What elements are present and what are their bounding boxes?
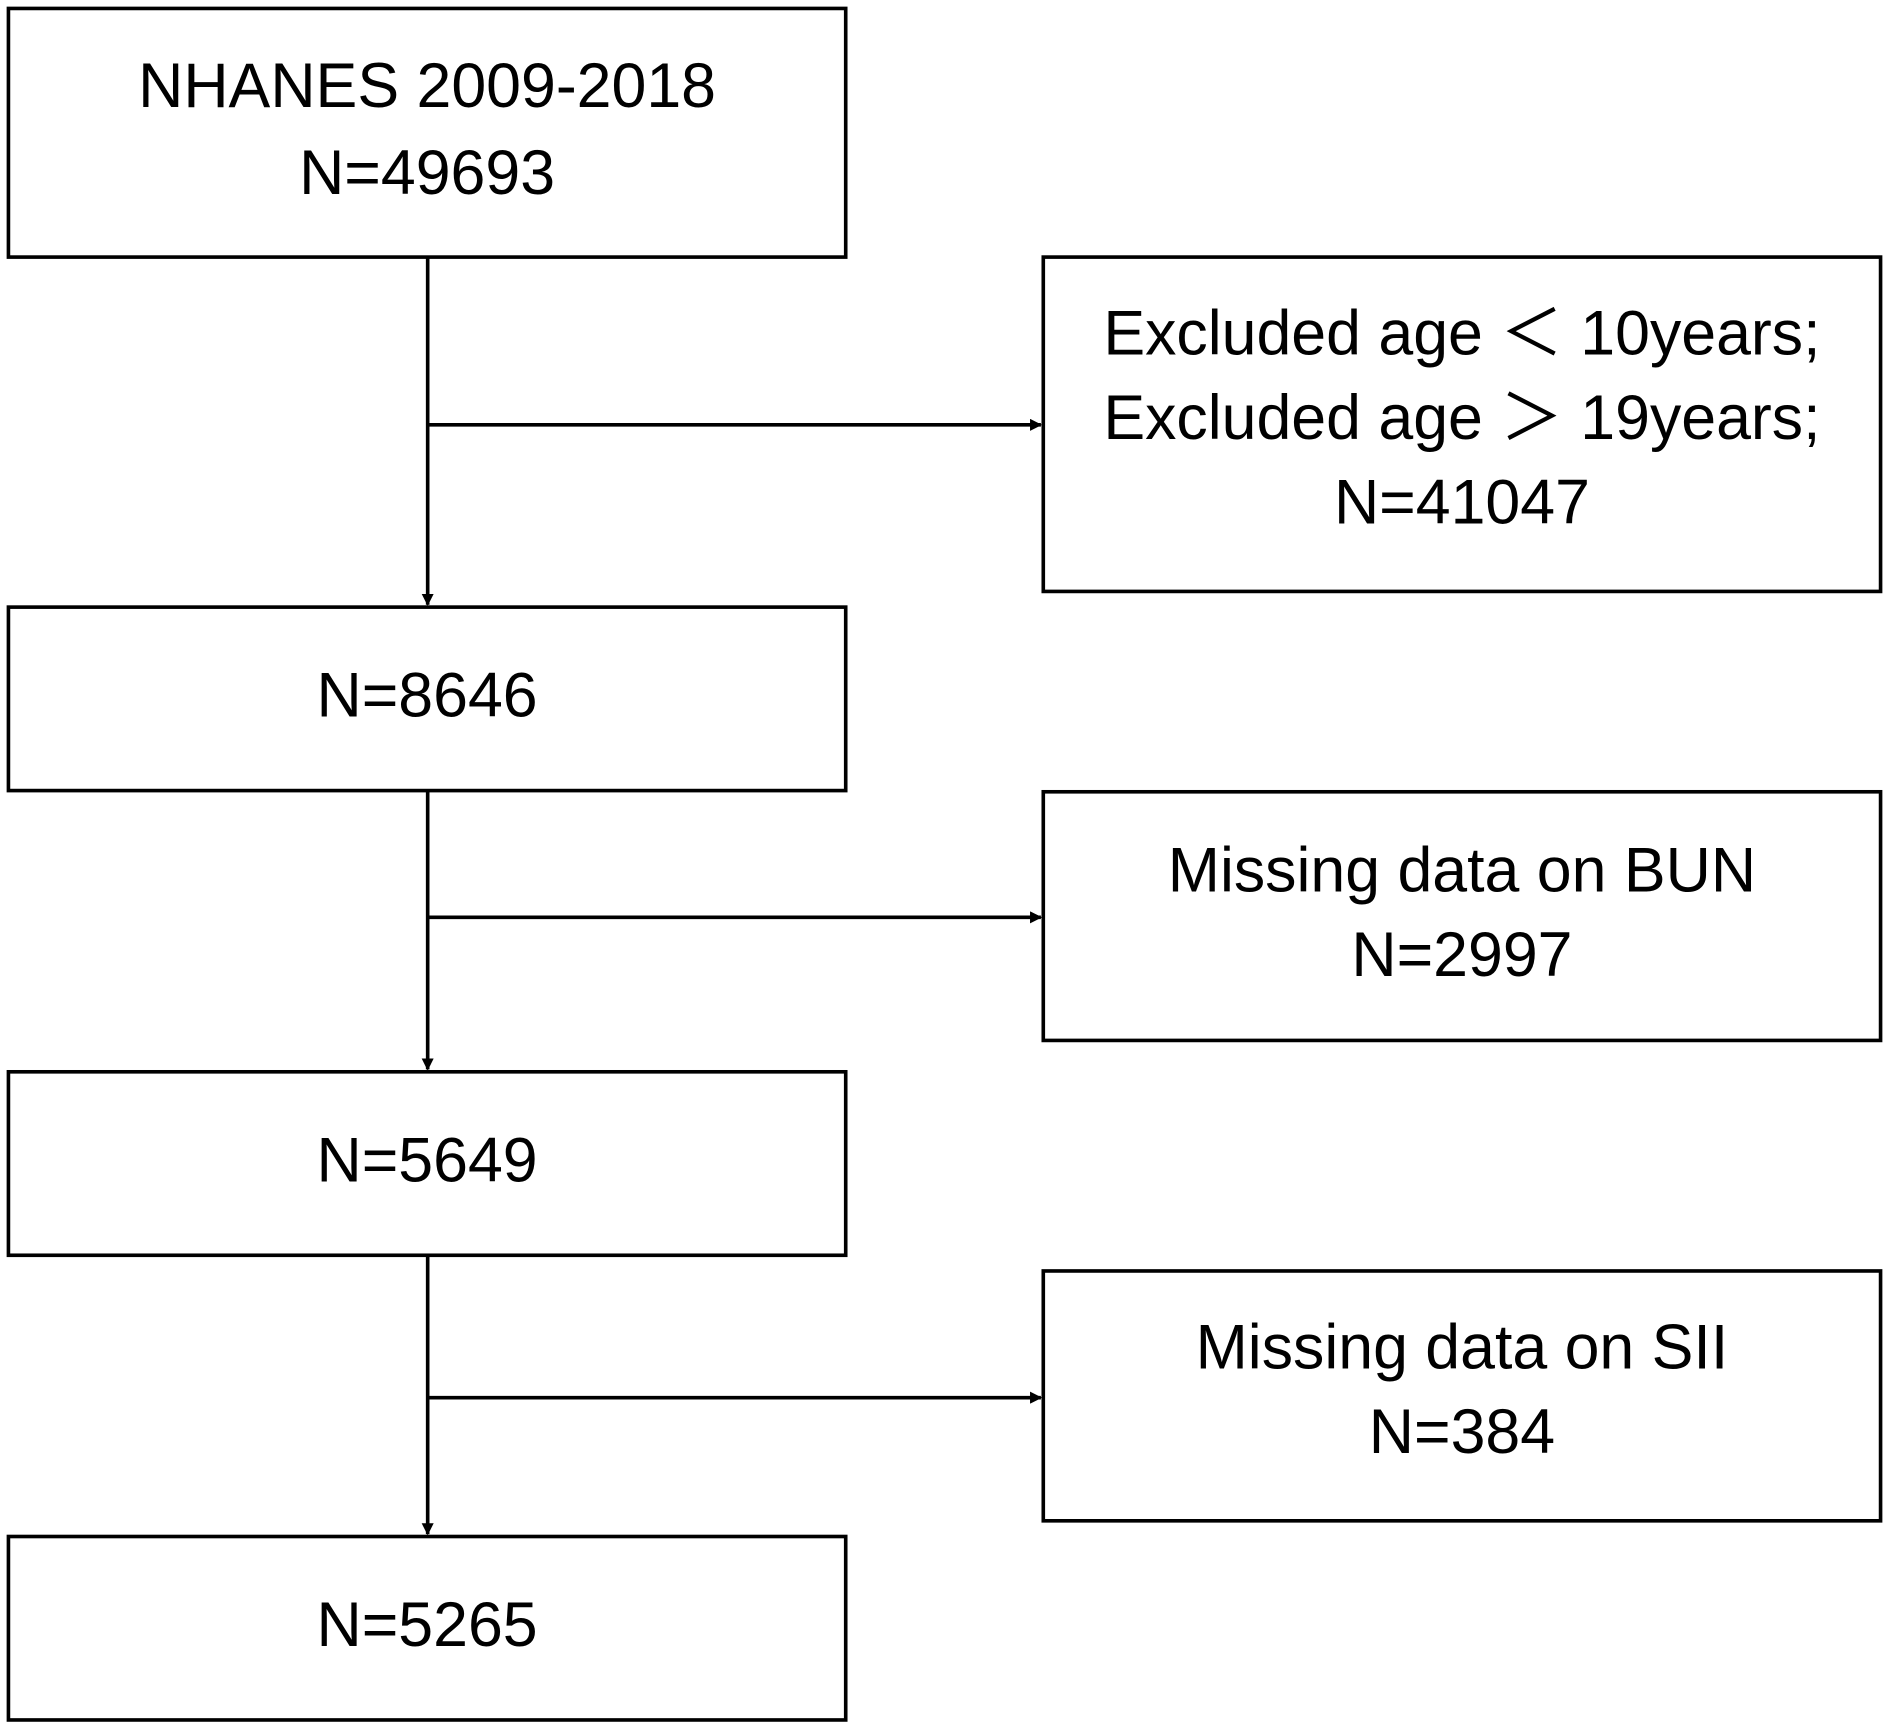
node-box: [6, 1069, 848, 1258]
node: N=5265: [6, 1534, 848, 1722]
node: N=8646: [6, 605, 848, 793]
node-box: [6, 6, 848, 259]
node-text: Excluded age ＞ 19years;: [1103, 383, 1820, 453]
node: Missing data on SII N=384: [1041, 1269, 1883, 1523]
node-box: [1041, 1269, 1883, 1523]
node-text: Missing data on BUN: [1168, 836, 1756, 906]
node: NHANES 2009-2018 N=49693: [6, 6, 848, 259]
node-text: N=5649: [317, 1125, 538, 1195]
node-box: [6, 1534, 848, 1722]
node: Excluded age ＜ 10years; Excluded age ＞ 19…: [1041, 255, 1883, 594]
connectors: [421, 257, 1043, 1536]
node-box: [1041, 789, 1883, 1043]
node-text: N=49693: [299, 138, 555, 208]
node-text: N=384: [1369, 1397, 1555, 1467]
node: N=5649: [6, 1069, 848, 1258]
node-box: [6, 605, 848, 793]
node: Missing data on BUN N=2997: [1041, 789, 1883, 1043]
node-text: N=5265: [317, 1590, 538, 1660]
node-text: Excluded age ＜ 10years;: [1103, 298, 1820, 368]
node-text: N=41047: [1334, 467, 1590, 537]
node-text: N=2997: [1351, 920, 1572, 990]
node-text: N=8646: [317, 661, 538, 731]
node-text: NHANES 2009-2018: [138, 51, 716, 121]
nodes: NHANES 2009-2018 N=49693 Excluded age ＜ 10…: [6, 6, 1883, 1722]
node-box: [1041, 255, 1883, 594]
node-text: Missing data on SII: [1196, 1312, 1729, 1382]
